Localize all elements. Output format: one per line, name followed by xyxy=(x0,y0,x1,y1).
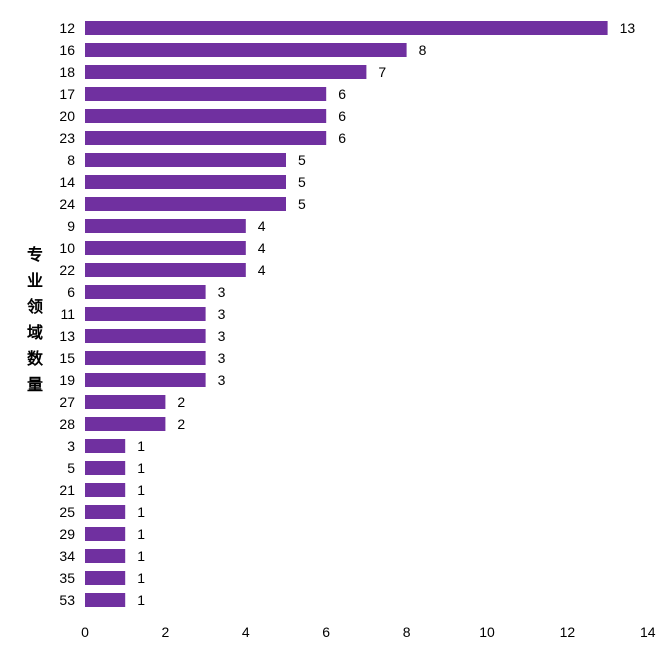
category-label: 19 xyxy=(59,372,75,388)
category-label: 53 xyxy=(59,592,75,608)
value-label: 3 xyxy=(218,284,226,300)
category-label: 12 xyxy=(59,20,75,36)
bar xyxy=(85,351,206,365)
value-label: 4 xyxy=(258,240,266,256)
value-label: 1 xyxy=(137,460,145,476)
bar xyxy=(85,329,206,343)
bars-group xyxy=(85,21,608,607)
value-label: 1 xyxy=(137,504,145,520)
category-label: 5 xyxy=(67,460,75,476)
x-tick-label: 2 xyxy=(162,624,170,640)
category-label: 27 xyxy=(59,394,75,410)
category-label: 15 xyxy=(59,350,75,366)
category-label: 10 xyxy=(59,240,75,256)
bar xyxy=(85,131,327,145)
category-label: 11 xyxy=(60,306,75,322)
category-label: 9 xyxy=(67,218,75,234)
value-label: 6 xyxy=(338,108,346,124)
x-tick-label: 10 xyxy=(479,624,495,640)
category-label: 3 xyxy=(67,438,75,454)
x-tick-label: 14 xyxy=(640,624,656,640)
category-label: 34 xyxy=(59,548,75,564)
category-label: 29 xyxy=(59,526,75,542)
x-tick-label: 4 xyxy=(242,624,250,640)
category-label: 22 xyxy=(59,262,75,278)
x-tick-label: 12 xyxy=(560,624,576,640)
value-label: 3 xyxy=(218,306,226,322)
value-label: 4 xyxy=(258,262,266,278)
bar xyxy=(85,527,126,541)
value-label: 6 xyxy=(338,130,346,146)
bar xyxy=(85,549,126,563)
value-label: 1 xyxy=(137,570,145,586)
bar xyxy=(85,285,206,299)
category-label: 8 xyxy=(67,152,75,168)
bar xyxy=(85,43,407,57)
value-label: 1 xyxy=(137,592,145,608)
category-labels: 1216181720238142491022611131519272835212… xyxy=(59,20,75,608)
value-label: 8 xyxy=(419,42,427,58)
y-axis-label: 专业领域数量 xyxy=(26,245,43,394)
bar xyxy=(85,593,126,607)
bar xyxy=(85,175,286,189)
bar xyxy=(85,109,327,123)
bar xyxy=(85,65,367,79)
value-label: 3 xyxy=(218,372,226,388)
category-label: 21 xyxy=(59,482,75,498)
value-label: 1 xyxy=(137,526,145,542)
bar xyxy=(85,483,126,497)
category-label: 13 xyxy=(59,328,75,344)
bar xyxy=(85,219,246,233)
bar xyxy=(85,307,206,321)
value-label: 4 xyxy=(258,218,266,234)
bar xyxy=(85,373,206,387)
value-label: 5 xyxy=(298,152,306,168)
bar xyxy=(85,505,126,519)
category-label: 28 xyxy=(59,416,75,432)
category-label: 24 xyxy=(59,196,75,212)
bar xyxy=(85,21,608,35)
bar xyxy=(85,241,246,255)
category-label: 6 xyxy=(67,284,75,300)
bar xyxy=(85,263,246,277)
value-label: 6 xyxy=(338,86,346,102)
value-label: 3 xyxy=(218,328,226,344)
x-tick-label: 8 xyxy=(403,624,411,640)
x-tick-label: 6 xyxy=(322,624,330,640)
x-tick-label: 0 xyxy=(81,624,89,640)
category-label: 18 xyxy=(59,64,75,80)
value-label: 2 xyxy=(177,394,185,410)
category-label: 25 xyxy=(59,504,75,520)
category-label: 20 xyxy=(59,108,75,124)
value-label: 7 xyxy=(378,64,386,80)
value-label: 5 xyxy=(298,196,306,212)
value-label: 2 xyxy=(177,416,185,432)
value-label: 1 xyxy=(137,548,145,564)
category-label: 16 xyxy=(59,42,75,58)
category-label: 14 xyxy=(59,174,75,190)
bar xyxy=(85,87,327,101)
bar xyxy=(85,395,166,409)
value-label: 3 xyxy=(218,350,226,366)
bar xyxy=(85,153,286,167)
bar xyxy=(85,417,166,431)
x-axis-ticks: 0 2 4 6 8 10 12 14 xyxy=(81,624,656,640)
value-labels: 13 8 7 6 6 6 5 5 5 4 4 4 3 3 3 3 3 2 2 1 1 1 1 1 1 1 1 xyxy=(137,20,635,608)
category-label: 23 xyxy=(59,130,75,146)
category-label: 35 xyxy=(59,570,75,586)
value-label: 5 xyxy=(298,174,306,190)
bar xyxy=(85,439,126,453)
value-label: 1 xyxy=(137,482,145,498)
category-label: 17 xyxy=(59,86,75,102)
value-label: 1 xyxy=(137,438,145,454)
value-label: 13 xyxy=(620,20,636,36)
bar xyxy=(85,571,126,585)
bar xyxy=(85,197,286,211)
bar xyxy=(85,461,126,475)
